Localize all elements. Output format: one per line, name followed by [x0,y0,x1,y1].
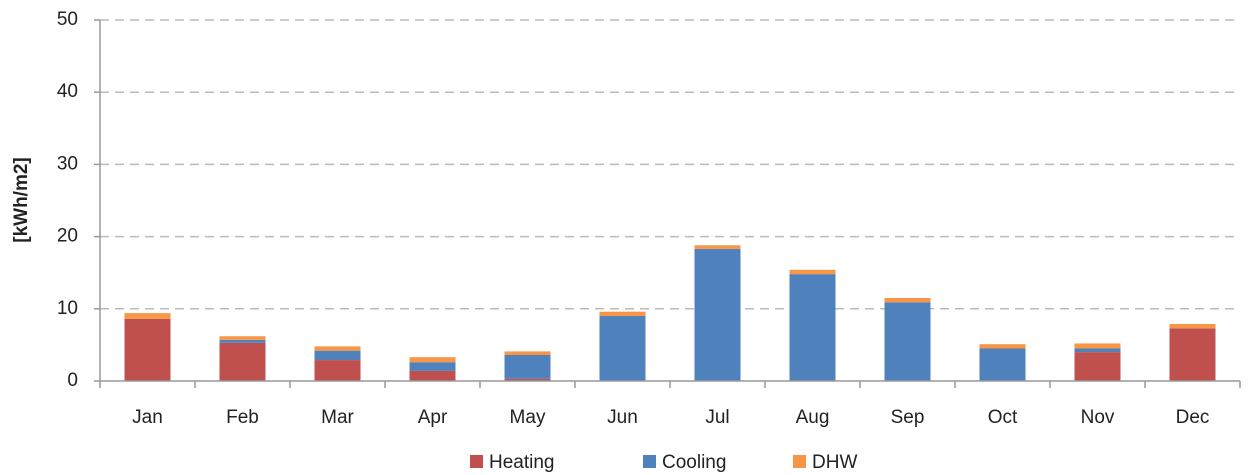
y-tick-label: 20 [57,226,78,247]
x-tick-label: Sep [891,407,925,428]
bar-segment [219,336,266,340]
bar-segment [789,269,836,275]
x-tick-label: Jan [132,407,163,428]
bar-segment [409,357,456,363]
x-tick-label: Oct [988,407,1018,428]
x-tick-label: Feb [226,407,259,428]
x-tick-label: Nov [1081,407,1115,428]
x-tick-label: Jul [705,407,729,428]
bar-segment [409,362,456,371]
x-tick-label: Dec [1176,407,1210,428]
y-tick-label: 50 [57,9,78,30]
bar-segment [504,351,551,356]
x-tick-label: May [510,407,546,428]
legend-label: Cooling [662,452,726,473]
bar-segment [124,318,171,381]
bar-segment [314,360,361,381]
x-tick-label: Apr [418,407,448,428]
bar-segment [1169,323,1216,329]
bar-segment [884,297,931,303]
bar-segment [504,355,551,379]
y-tick-label: 40 [57,81,78,102]
bar-segment [1074,352,1121,381]
legend-label: DHW [812,452,857,473]
bar-segment [1074,348,1121,353]
bar-segment [694,245,741,249]
legend-swatch [470,455,483,468]
bar-segment [314,350,361,361]
bar-segment [219,339,266,343]
bar-segment [694,248,741,381]
bar-segment [599,316,646,381]
y-axis-label: [kWh/m2] [11,157,32,243]
bar-segment [1074,343,1121,349]
bar-segment [409,370,456,381]
bar-segment [884,302,931,381]
x-tick-label: Aug [796,407,830,428]
x-tick-label: Jun [607,407,638,428]
bar-segment [219,342,266,381]
bar-segment [789,274,836,381]
bar-segment [124,313,171,319]
bar-segment [504,378,551,381]
bar-segment [599,311,646,317]
bar-segment [314,346,361,351]
y-tick-label: 30 [57,153,78,174]
bar-segment [979,344,1026,349]
legend-label: Heating [489,452,555,473]
y-tick-label: 10 [57,298,78,319]
legend-swatch [793,455,806,468]
bar-segment [1169,328,1216,381]
legend-swatch [643,455,656,468]
x-tick-label: Mar [321,407,354,428]
bar-segment [979,348,1026,381]
y-tick-label: 0 [67,370,78,391]
